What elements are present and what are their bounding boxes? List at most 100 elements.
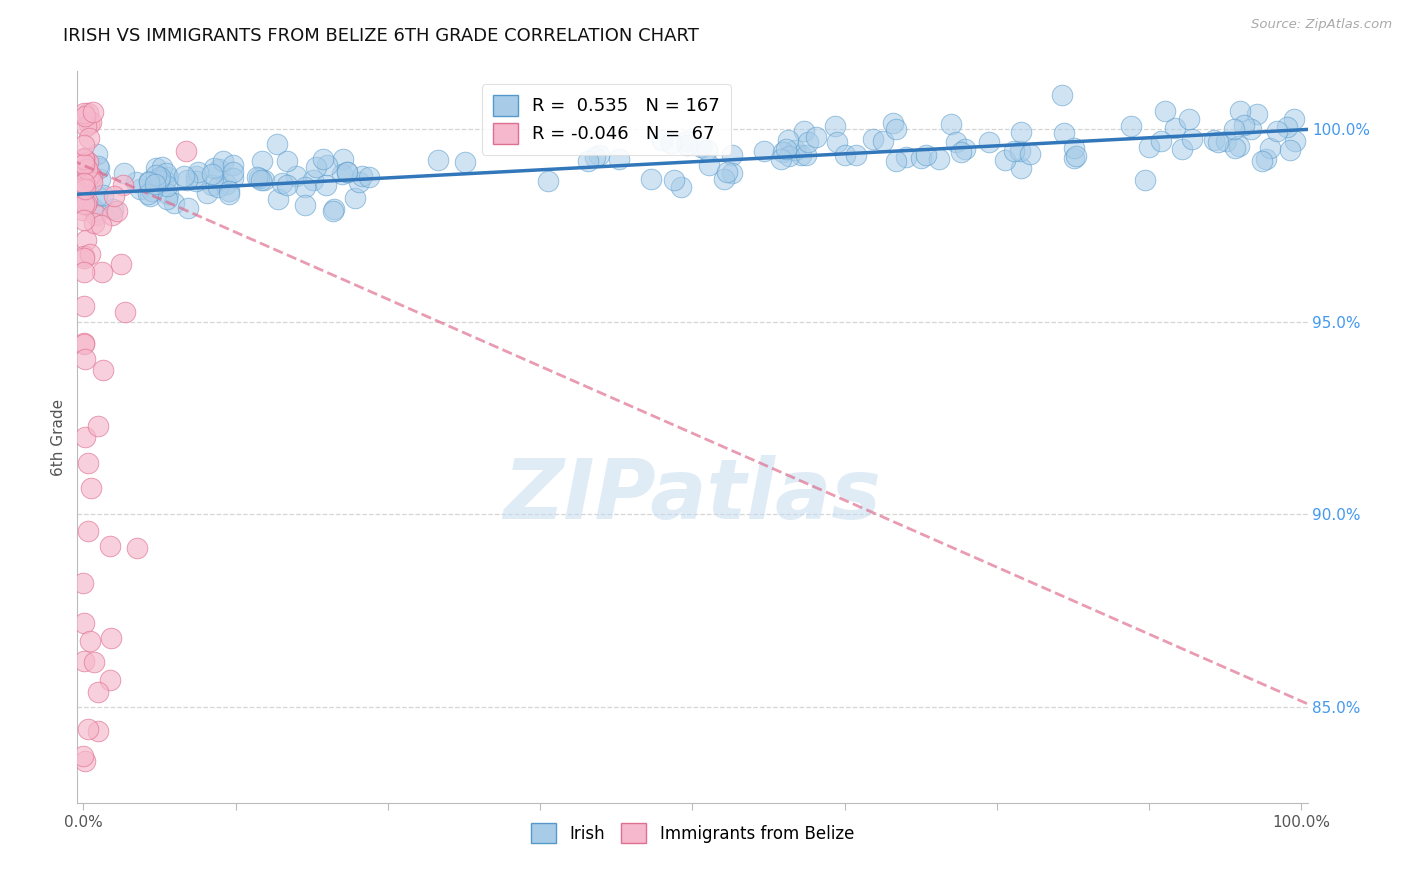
- Legend: Irish, Immigrants from Belize: Irish, Immigrants from Belize: [524, 817, 860, 849]
- Point: [315, 178, 337, 193]
- Point: [91, 363, 114, 377]
- Point: [1181, 132, 1204, 146]
- Point: [884, 121, 907, 136]
- Point: [453, 154, 475, 169]
- Point: [148, 170, 170, 185]
- Point: [267, 192, 290, 206]
- Point: [1053, 127, 1076, 141]
- Point: [343, 191, 366, 205]
- Point: [1004, 144, 1026, 158]
- Point: [84, 208, 107, 222]
- Point: [640, 172, 662, 186]
- Point: [721, 147, 744, 161]
- Point: [1275, 120, 1298, 134]
- Point: [105, 204, 128, 219]
- Point: [352, 169, 374, 184]
- Point: [1202, 133, 1225, 147]
- Point: [156, 169, 179, 184]
- Point: [87, 685, 110, 699]
- Point: [336, 165, 359, 179]
- Point: [200, 167, 222, 181]
- Point: [73, 179, 96, 194]
- Point: [112, 178, 135, 193]
- Point: [176, 172, 198, 186]
- Point: [156, 179, 179, 194]
- Point: [76, 106, 98, 120]
- Point: [953, 142, 976, 156]
- Point: [79, 247, 101, 261]
- Point: [276, 154, 298, 169]
- Point: [72, 156, 94, 170]
- Point: [1223, 141, 1246, 155]
- Point: [72, 252, 94, 266]
- Point: [1133, 173, 1156, 187]
- Point: [82, 200, 104, 214]
- Point: [697, 158, 720, 172]
- Point: [139, 188, 162, 202]
- Point: [1170, 142, 1192, 156]
- Point: [72, 615, 94, 630]
- Point: [949, 145, 972, 159]
- Point: [153, 173, 176, 187]
- Text: Source: ZipAtlas.com: Source: ZipAtlas.com: [1251, 18, 1392, 31]
- Point: [72, 749, 94, 764]
- Point: [1251, 153, 1274, 168]
- Point: [1018, 147, 1040, 161]
- Point: [125, 175, 148, 189]
- Point: [145, 169, 167, 183]
- Point: [896, 149, 918, 163]
- Point: [150, 160, 173, 174]
- Point: [713, 171, 735, 186]
- Point: [218, 184, 240, 198]
- Point: [824, 119, 846, 133]
- Point: [73, 337, 96, 351]
- Point: [86, 159, 108, 173]
- Point: [87, 723, 110, 738]
- Point: [1164, 120, 1187, 135]
- Point: [222, 158, 245, 172]
- Point: [72, 299, 94, 313]
- Point: [250, 153, 273, 168]
- Point: [1267, 124, 1289, 138]
- Point: [1150, 134, 1173, 148]
- Point: [73, 109, 96, 123]
- Point: [201, 178, 224, 192]
- Point: [83, 655, 105, 669]
- Point: [73, 155, 96, 169]
- Point: [214, 177, 236, 191]
- Point: [583, 150, 606, 164]
- Point: [80, 115, 103, 129]
- Point: [247, 171, 270, 186]
- Point: [659, 136, 682, 151]
- Point: [218, 187, 240, 202]
- Point: [72, 265, 94, 279]
- Point: [155, 192, 177, 206]
- Point: [271, 176, 294, 190]
- Point: [76, 162, 98, 177]
- Point: [73, 152, 96, 166]
- Point: [1119, 119, 1142, 133]
- Point: [576, 154, 599, 169]
- Point: [977, 136, 1000, 150]
- Point: [73, 106, 96, 120]
- Point: [174, 145, 197, 159]
- Point: [312, 152, 335, 166]
- Point: [187, 165, 209, 179]
- Point: [1008, 144, 1031, 158]
- Point: [141, 184, 163, 198]
- Point: [1229, 104, 1251, 119]
- Point: [76, 723, 98, 737]
- Point: [752, 144, 775, 158]
- Point: [834, 147, 856, 161]
- Point: [148, 169, 170, 184]
- Point: [884, 153, 907, 168]
- Point: [75, 233, 97, 247]
- Point: [426, 153, 449, 167]
- Point: [1223, 122, 1246, 136]
- Point: [184, 174, 207, 188]
- Point: [322, 204, 344, 219]
- Point: [89, 171, 111, 186]
- Point: [1177, 112, 1199, 126]
- Point: [252, 173, 274, 187]
- Point: [1240, 122, 1263, 136]
